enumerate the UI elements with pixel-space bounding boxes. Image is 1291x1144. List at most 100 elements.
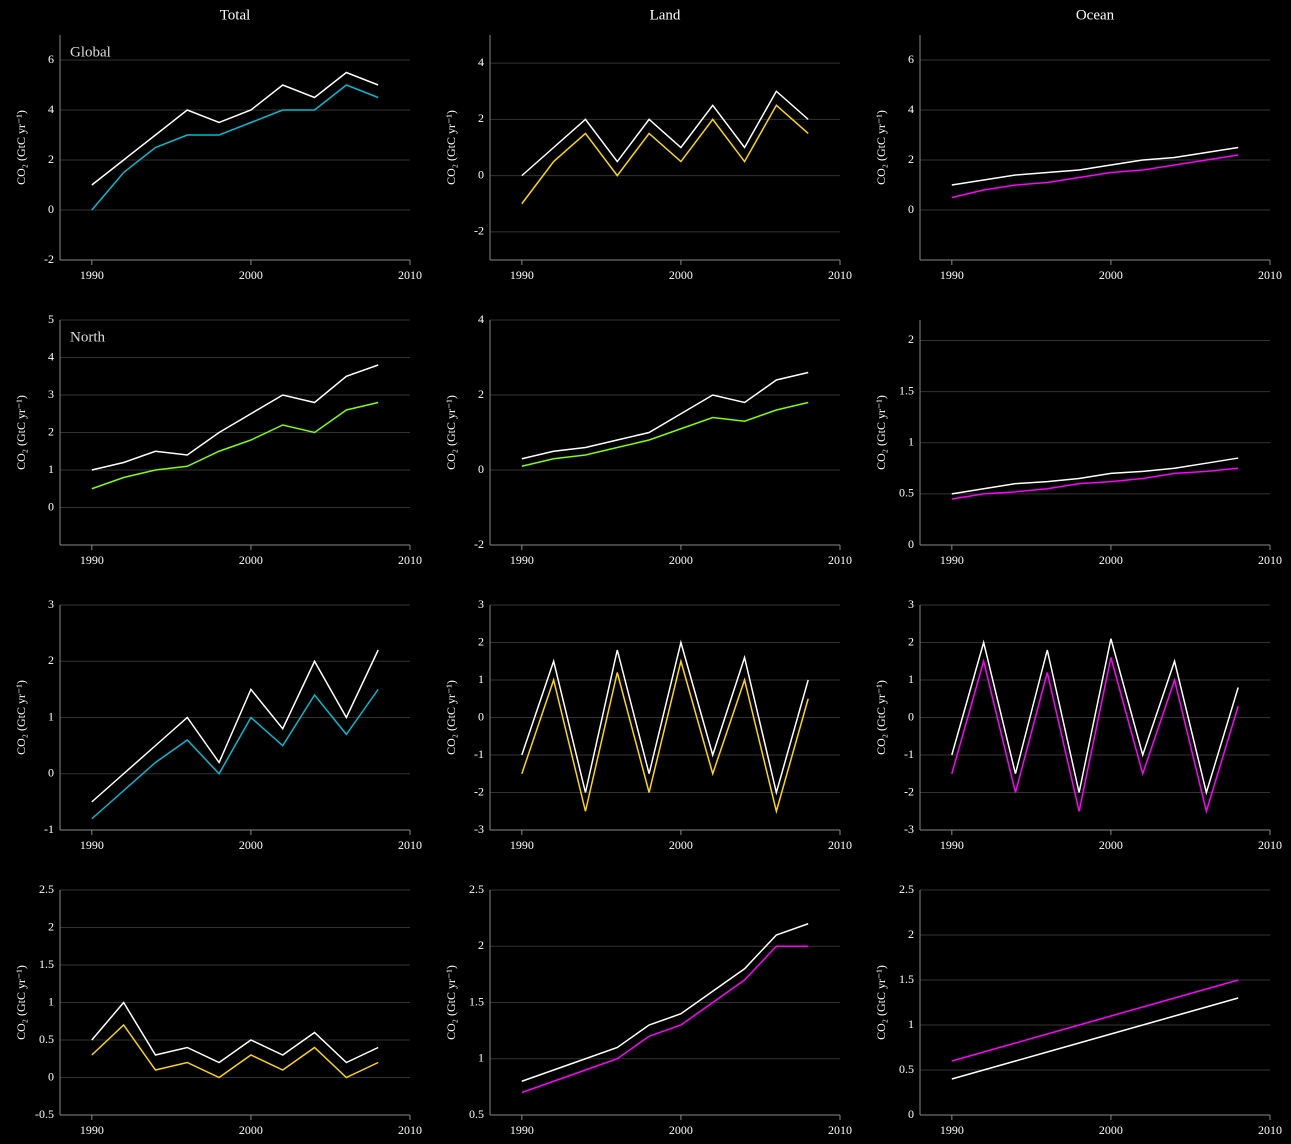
y-tick-label: -2 [474,537,484,551]
y-tick-label: 1 [908,434,914,448]
series-line [91,688,379,820]
x-tick-label: 2000 [669,838,693,852]
y-axis-label: CO₂ (GtC yr⁻¹) [444,680,458,755]
series-line [951,997,1239,1080]
y-tick-label: 3 [478,597,484,611]
series-line [951,638,1239,796]
y-tick-label: 0.5 [39,1032,54,1046]
y-tick-label: 0 [48,1069,54,1083]
x-tick-label: 2010 [398,268,422,282]
y-tick-label: -2 [44,252,54,266]
row-label: North [70,329,105,345]
x-tick-label: 1990 [510,838,534,852]
y-tick-label: 1 [908,672,914,686]
x-tick-label: 1990 [80,553,104,567]
x-tick-label: 1990 [80,268,104,282]
y-tick-label: 2 [908,152,914,166]
x-tick-label: 1990 [80,1123,104,1137]
y-tick-label: 6 [48,52,54,66]
y-tick-label: 4 [48,102,54,116]
y-tick-label: 0 [908,202,914,216]
column-title: Land [650,7,681,23]
y-tick-label: -2 [474,784,484,798]
y-axis-label: CO₂ (GtC yr⁻¹) [14,395,28,470]
y-tick-label: 0 [48,202,54,216]
x-tick-label: 2000 [1099,838,1123,852]
x-tick-label: 1990 [940,1123,964,1137]
x-tick-label: 2000 [1099,553,1123,567]
y-tick-label: 1 [478,672,484,686]
series-line [91,71,379,186]
x-tick-label: 2000 [669,268,693,282]
series-line [951,457,1239,495]
series-line [951,979,1239,1062]
x-tick-label: 2010 [828,268,852,282]
x-tick-label: 2000 [239,268,263,282]
y-tick-label: 1.5 [39,957,54,971]
x-tick-label: 2000 [239,838,263,852]
x-tick-label: 2010 [1258,1123,1282,1137]
series-line [951,146,1239,186]
series-line [91,1001,379,1064]
y-tick-label: -3 [904,822,914,836]
x-tick-label: 2000 [669,1123,693,1137]
y-axis-label: CO₂ (GtC yr⁻¹) [444,110,458,185]
series-line [91,84,379,211]
x-tick-label: 1990 [510,268,534,282]
y-tick-label: 4 [48,349,54,363]
y-tick-label: 2 [478,111,484,125]
series-line [521,401,809,467]
x-tick-label: 2010 [828,838,852,852]
series-line [521,923,809,1082]
y-axis-label: CO₂ (GtC yr⁻¹) [14,680,28,755]
series-line [521,104,809,205]
y-tick-label: -2 [904,784,914,798]
x-tick-label: 2000 [669,553,693,567]
y-tick-label: 3 [908,597,914,611]
x-tick-label: 2010 [828,1123,852,1137]
series-line [521,90,809,177]
y-tick-label: 2 [478,938,484,952]
series-line [91,1023,379,1079]
y-tick-label: 0.5 [899,1062,914,1076]
series-line [951,467,1239,500]
column-title: Total [220,7,251,23]
y-tick-label: 2 [48,152,54,166]
y-tick-label: 3 [48,387,54,401]
y-tick-label: 0.5 [469,1107,484,1121]
y-tick-label: 2.5 [899,882,914,896]
x-tick-label: 1990 [940,553,964,567]
y-tick-label: -0.5 [35,1107,54,1121]
y-tick-label: 1 [48,709,54,723]
y-tick-label: 1 [908,1017,914,1031]
series-line [951,154,1239,199]
y-tick-label: 1 [48,994,54,1008]
x-tick-label: 1990 [80,838,104,852]
x-tick-label: 1990 [510,1123,534,1137]
x-tick-label: 2010 [398,1123,422,1137]
y-tick-label: 3 [48,597,54,611]
y-tick-label: 2 [908,634,914,648]
y-axis-label: CO₂ (GtC yr⁻¹) [444,965,458,1040]
x-tick-label: 2010 [828,553,852,567]
y-tick-label: 0.5 [899,486,914,500]
x-tick-label: 2000 [1099,1123,1123,1137]
y-tick-label: 5 [48,312,54,326]
y-tick-label: 2 [478,634,484,648]
row-label: Global [70,44,111,60]
x-tick-label: 1990 [940,838,964,852]
series-line [521,371,809,460]
y-tick-label: 2 [908,927,914,941]
series-line [91,649,379,803]
y-tick-label: 2 [908,332,914,346]
y-tick-label: 4 [908,102,914,116]
y-tick-label: -1 [904,747,914,761]
y-tick-label: 0 [478,167,484,181]
y-tick-label: 1 [48,462,54,476]
y-tick-label: 0 [478,462,484,476]
x-tick-label: 2010 [398,553,422,567]
y-axis-label: CO₂ (GtC yr⁻¹) [874,680,888,755]
x-tick-label: 1990 [940,268,964,282]
x-tick-label: 2010 [1258,268,1282,282]
y-tick-label: -1 [44,822,54,836]
